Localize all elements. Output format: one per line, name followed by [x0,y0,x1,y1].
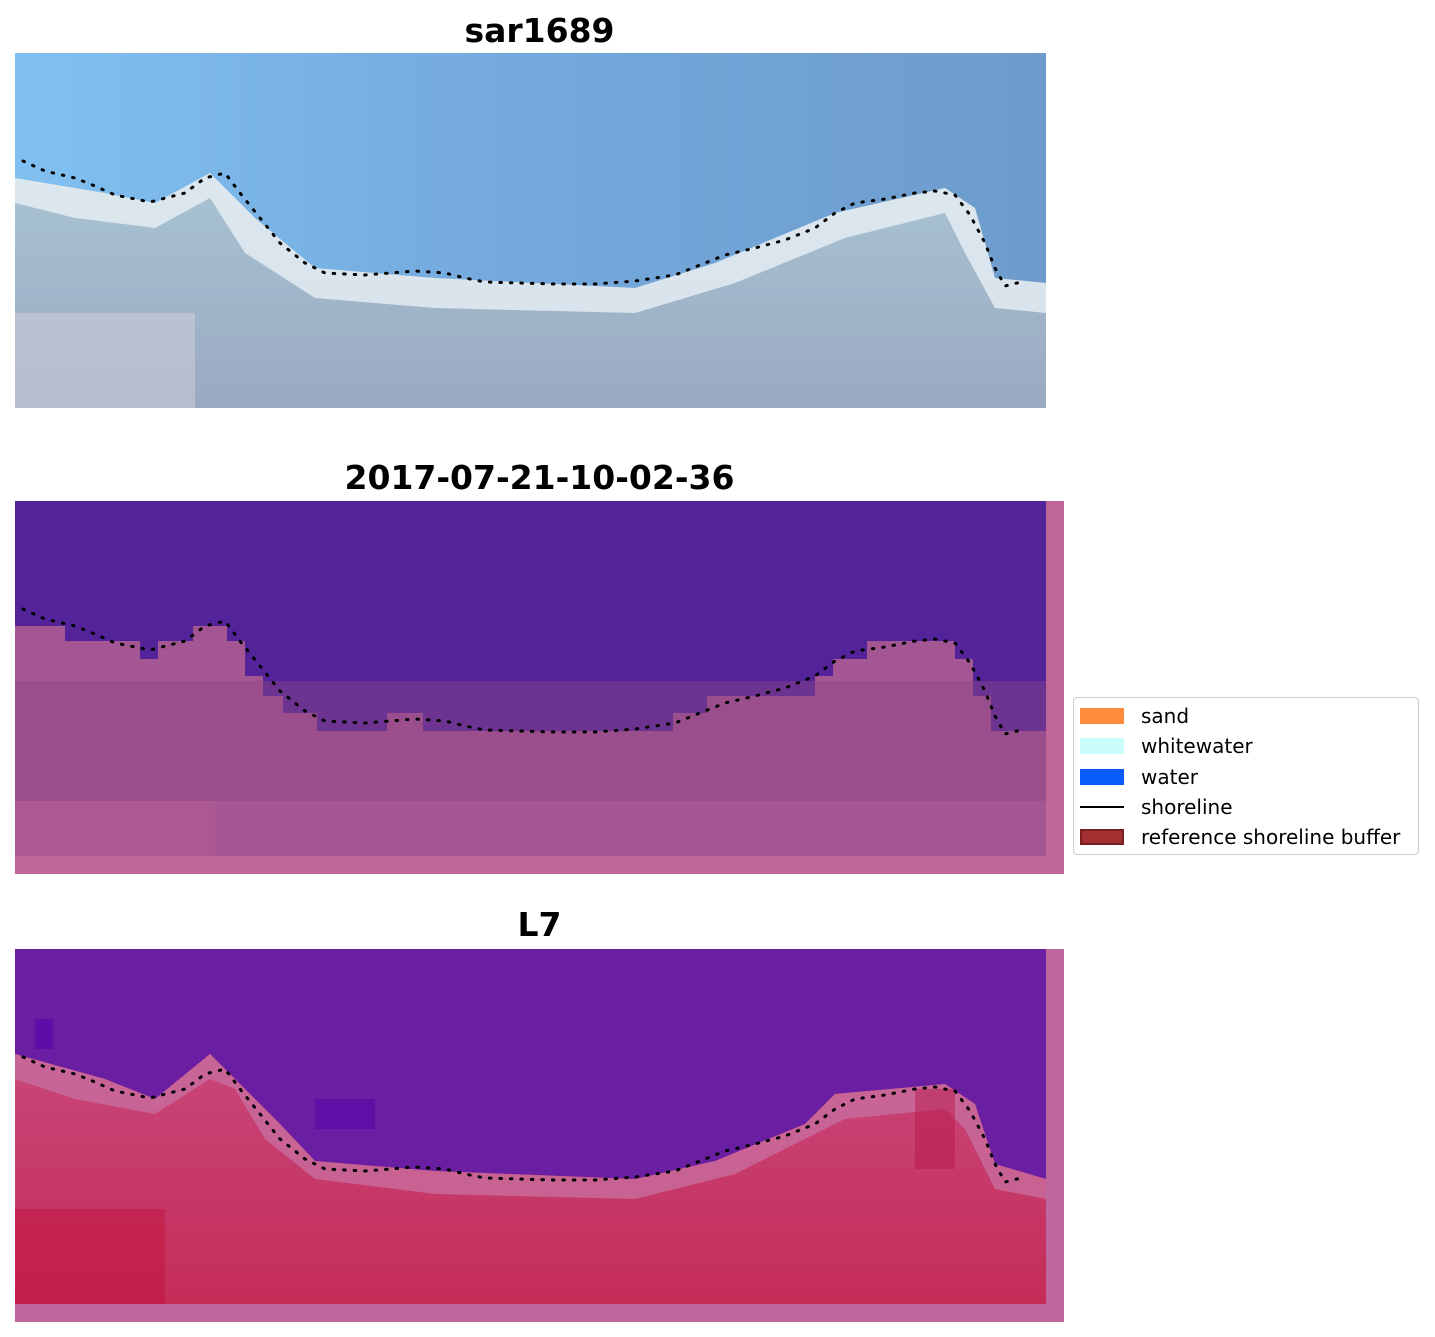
legend-item-whitewater: whitewater [1080,734,1253,758]
legend-label-shoreline: shoreline [1141,795,1233,819]
legend-item-buffer: reference shoreline buffer [1080,825,1400,849]
legend-swatch-water [1080,769,1124,785]
legend-item-sand: sand [1080,704,1189,728]
legend-label-sand: sand [1141,704,1190,728]
legend-swatch-buffer [1080,829,1124,845]
legend-swatch-sand [1080,708,1124,724]
panel-title-rgb: sar1689 [464,11,615,50]
legend-item-shoreline: shoreline [1080,795,1233,819]
index-image-panel [15,949,1064,1322]
legend-line-shoreline [1080,806,1124,808]
legend-label-water: water [1141,765,1198,789]
panel-title-classified: 2017-07-21-10-02-36 [344,458,735,497]
panel-title-index: L7 [517,905,562,944]
classified-image-panel [15,501,1064,874]
legend-swatch-whitewater [1080,738,1124,754]
legend-label-whitewater: whitewater [1141,734,1253,758]
rgb-image-panel [15,53,1046,408]
legend-label-buffer: reference shoreline buffer [1141,825,1401,849]
legend-item-water: water [1080,765,1198,789]
legend: sand whitewater water shoreline referenc… [1073,697,1419,855]
